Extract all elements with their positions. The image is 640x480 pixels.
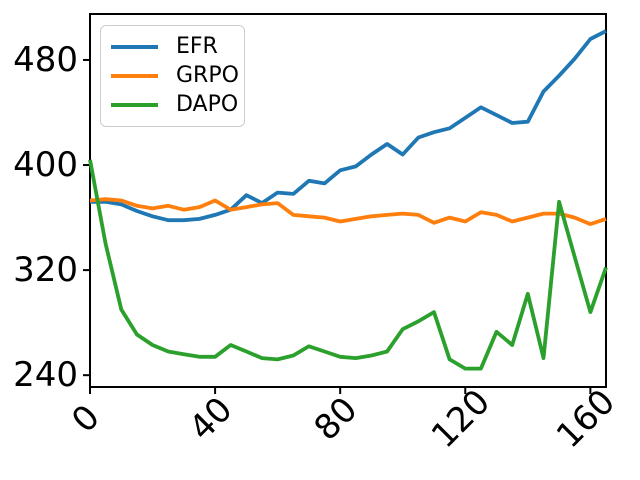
series-line-dapo: [88, 159, 608, 371]
y-tick-label-400: 400: [13, 145, 78, 185]
legend-entry-grpo: GRPO: [111, 63, 239, 88]
legend-line-swatch-grpo: [111, 73, 158, 78]
legend-label-efr: EFR: [176, 33, 218, 59]
series-line-grpo: [89, 197, 607, 227]
legend: EFR GRPO DAPO: [100, 25, 245, 127]
legend-line-swatch-dapo: [111, 103, 158, 108]
legend-entry-efr: EFR: [111, 33, 234, 59]
y-tick-label-480: 480: [13, 40, 78, 80]
legend-line-swatch-efr: [111, 44, 158, 49]
y-tick-label-240: 240: [13, 355, 78, 396]
legend-label-dapo: DAPO: [176, 92, 239, 118]
series-line-efr: [90, 29, 607, 223]
y-tick-label-320: 320: [13, 250, 78, 291]
legend-label-grpo: GRPO: [176, 62, 239, 88]
legend-entry-dapo: DAPO: [111, 93, 238, 117]
